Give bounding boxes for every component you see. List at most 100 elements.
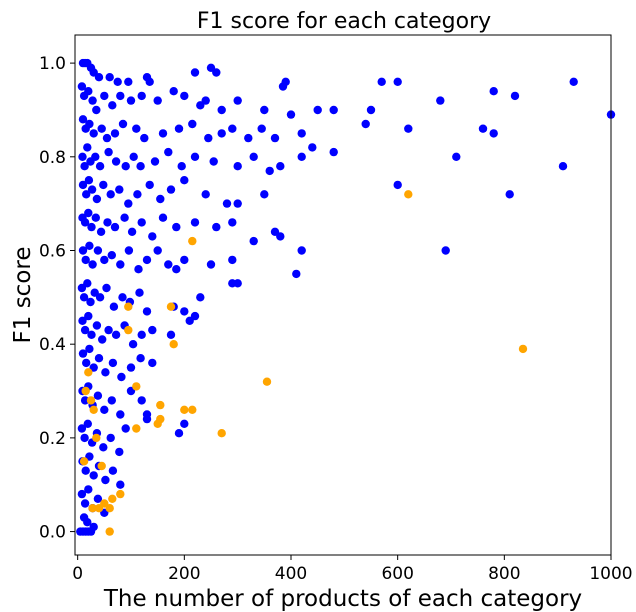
data-point [79, 513, 89, 522]
data-point [133, 190, 142, 199]
x-axis: 0 200 400 600 800 1000 [72, 555, 633, 584]
data-point [145, 180, 154, 190]
data-point [228, 124, 237, 133]
y-tick-label: 1.0 [39, 54, 66, 74]
data-point [180, 307, 189, 316]
data-point [137, 91, 146, 101]
data-point [84, 87, 93, 96]
data-point [85, 344, 94, 354]
data-point [201, 190, 210, 199]
data-point [93, 391, 103, 400]
data-point [166, 185, 176, 194]
data-point [489, 129, 498, 138]
data-point [84, 208, 93, 218]
data-point [134, 265, 143, 274]
data-point [132, 424, 141, 433]
data-point [102, 283, 111, 293]
data-point [116, 410, 125, 419]
data-point [81, 386, 90, 396]
data-point [92, 194, 102, 204]
y-tick-label: 0.6 [39, 241, 66, 261]
data-point [180, 419, 189, 428]
data-point [164, 147, 173, 157]
data-point [270, 133, 280, 143]
data-point [142, 414, 152, 424]
data-point [117, 372, 126, 382]
data-point [93, 246, 103, 255]
data-point [156, 400, 165, 410]
data-point [101, 475, 110, 485]
data-point [80, 433, 89, 443]
data-point [86, 396, 96, 405]
data-point [126, 363, 136, 372]
data-point [135, 288, 144, 297]
data-point [89, 405, 98, 414]
data-point [98, 335, 107, 344]
data-point [89, 522, 98, 532]
data-point [111, 330, 121, 339]
data-point [329, 105, 338, 115]
data-point [92, 105, 101, 115]
data-point [172, 222, 181, 232]
data-point [153, 246, 162, 255]
data-point [222, 199, 232, 208]
data-point [206, 260, 216, 269]
data-point [137, 330, 146, 339]
data-point [361, 119, 370, 129]
data-point [190, 152, 200, 161]
data-point [124, 77, 133, 87]
data-point [286, 110, 296, 119]
data-point [80, 162, 89, 171]
data-point [158, 129, 168, 138]
data-point [83, 143, 92, 152]
data-point [177, 162, 186, 171]
data-point [111, 157, 121, 166]
data-point [87, 330, 96, 339]
data-point [233, 199, 242, 208]
data-point [110, 129, 120, 138]
data-point [196, 293, 205, 302]
data-point [140, 133, 149, 143]
data-point [116, 260, 125, 269]
data-point [366, 105, 376, 115]
data-point [79, 293, 89, 302]
data-point [313, 105, 322, 115]
data-point [153, 96, 162, 105]
data-point [489, 87, 498, 96]
data-point [180, 176, 189, 185]
data-point [404, 124, 413, 133]
x-tick-label: 800 [488, 564, 520, 584]
y-axis-title: F1 score [10, 247, 36, 344]
data-point [91, 152, 100, 161]
data-point [91, 213, 101, 222]
data-point [148, 325, 157, 335]
data-point [94, 73, 104, 82]
data-point [107, 251, 117, 260]
data-point [106, 190, 115, 199]
points-layer [76, 58, 616, 536]
data-point [126, 96, 136, 105]
data-point [129, 152, 138, 161]
data-point [85, 241, 94, 250]
data-point [297, 246, 306, 255]
data-point [128, 340, 138, 349]
data-point [83, 419, 93, 428]
data-point [116, 489, 125, 499]
data-point [120, 213, 129, 222]
data-point [228, 255, 237, 265]
data-point [180, 405, 189, 414]
data-point [108, 101, 117, 110]
data-point [180, 91, 189, 101]
data-point [217, 429, 226, 438]
data-point [212, 222, 221, 232]
plot-frame [74, 34, 612, 556]
data-point [77, 424, 87, 433]
data-point [103, 218, 112, 227]
data-point [209, 157, 218, 166]
data-point [95, 162, 105, 171]
data-point [84, 176, 94, 185]
x-tick-label: 0 [72, 564, 83, 584]
data-point [166, 330, 176, 339]
data-point [110, 222, 120, 232]
data-point [188, 236, 197, 246]
